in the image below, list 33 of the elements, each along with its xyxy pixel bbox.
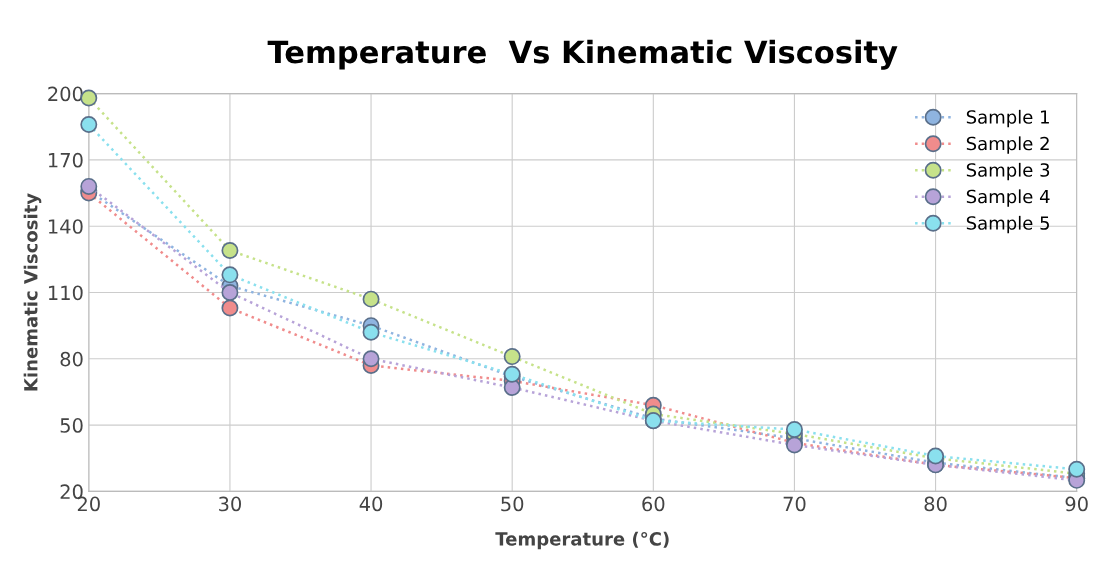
point	[221, 284, 239, 301]
y-tick-label: 170	[48, 152, 83, 168]
y-axis-title: Kinematic Viscosity	[23, 193, 42, 391]
legend-label: Sample 5	[966, 215, 1049, 234]
x-tick-label: 30	[219, 496, 242, 512]
x-tick-label: 90	[1065, 496, 1088, 512]
y-tick-label: 140	[48, 219, 83, 234]
point	[221, 242, 239, 259]
point	[1068, 460, 1086, 478]
point	[362, 350, 380, 368]
x-tick-label: 60	[642, 496, 665, 512]
point	[362, 290, 380, 308]
y-tick-label: 200	[48, 86, 83, 102]
x-axis-title: Temperature (°C)	[495, 531, 669, 550]
y-tick-label: 110	[48, 285, 83, 301]
legend-label: Sample 2	[966, 136, 1049, 154]
point	[785, 421, 803, 438]
point	[221, 266, 239, 284]
point	[362, 323, 380, 341]
chart-title: Temperature Vs Kinematic Viscosity	[267, 39, 898, 70]
point	[80, 177, 98, 195]
legend-label: Sample 3	[966, 162, 1050, 181]
point	[221, 299, 239, 317]
x-tick-label: 80	[924, 496, 947, 512]
point	[503, 348, 521, 366]
x-tick-label: 40	[359, 496, 383, 512]
legend-label: Sample 1	[966, 109, 1049, 128]
y-tick-label: 80	[60, 351, 83, 367]
x-tick-label: 70	[783, 496, 806, 512]
y-tick-label: 50	[60, 418, 83, 433]
x-tick-label: 50	[501, 496, 524, 512]
point	[80, 116, 98, 134]
legend-label: Sample 4	[966, 189, 1050, 207]
